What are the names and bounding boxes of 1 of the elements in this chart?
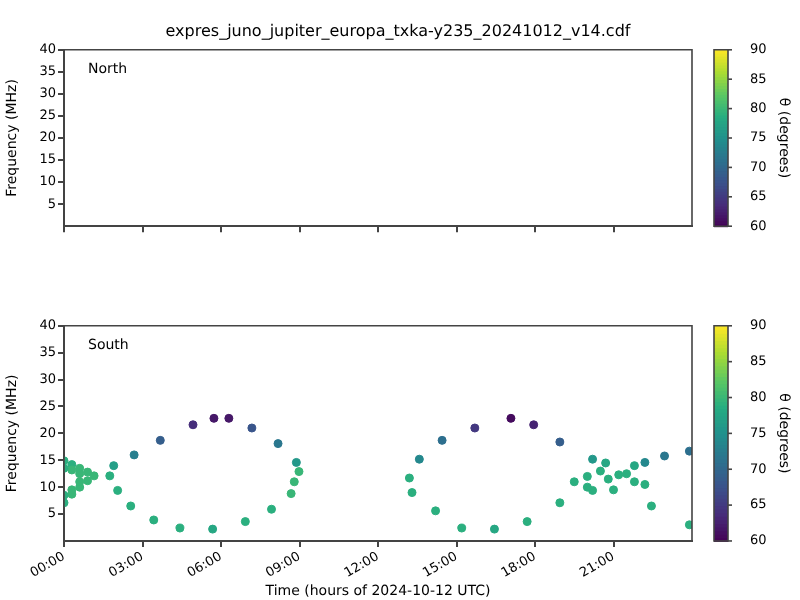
chart-title: expres_juno_jupiter_europa_txka-y235_20241012_v14.cdf <box>165 22 631 41</box>
